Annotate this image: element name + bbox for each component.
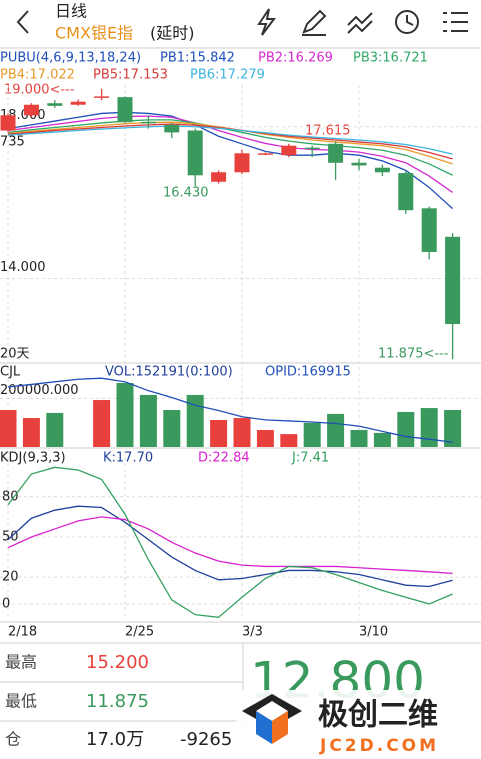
period-label: 20天 [0,347,30,362]
candle-body [398,173,414,211]
indicator-value: VOL:152191(0:100) [105,365,233,380]
volume-bar [280,434,298,447]
volume-bar [303,422,321,447]
kdj-line [7,505,453,588]
legend-entry: K:17.70 [103,451,153,466]
y-tick-label: 0 [2,596,10,611]
candle-body [374,167,390,173]
volume-bar [350,429,368,447]
legend-entry: PB5:17.153 [93,68,168,83]
ma-line [7,115,453,193]
y-tick-label: 20 [2,570,19,585]
draw-icon[interactable] [302,9,327,36]
candle-body [164,124,180,133]
clock-icon[interactable] [395,10,419,34]
legend-entry: PB4:17.022 [0,68,75,83]
volume-bar [420,408,438,447]
legend-entry: OPID:169915 [265,365,351,380]
volume-bar [116,383,134,447]
row-value: 11.875 [86,691,149,712]
candle-body [187,130,203,176]
volume-bar [256,429,274,447]
volume-bar [210,419,228,447]
candle-body [211,172,227,182]
volume-bar [397,411,415,447]
volume-bar [163,410,181,447]
row-label: 最低 [5,692,37,711]
x-tick-label: 3/10 [359,625,388,640]
x-tick-label: 2/25 [125,625,154,640]
volume-bar [186,394,204,447]
flash-icon[interactable] [257,8,276,36]
y-tick-label: 80 [2,489,19,504]
annotation: 16.430 [163,186,209,201]
candle-body [304,147,320,150]
volume-bar [444,409,462,447]
watermark-name: 极创二维 [318,698,438,733]
candle-body [351,162,367,166]
candle-body [257,153,273,155]
volume-bar [46,412,64,447]
ma-line [7,111,454,210]
ma-line [7,125,453,155]
annotation: 17.615 [305,124,351,139]
candle-body [70,101,86,105]
low-annotation: 11.875<--- [378,347,449,362]
indicator-title: PUBU(4,6,9,13,18,24) [0,51,141,66]
volume-bar [373,432,391,447]
row-value: 17.0万 [86,729,144,750]
volume-bar [93,400,111,447]
legend-entry: PB2:16.269 [258,51,333,66]
candle-body [47,103,63,106]
delay: (延时) [150,24,195,43]
candle-body [23,104,39,116]
candle-body [421,208,437,252]
candle-body [281,145,297,156]
indicator-title: CJL [0,365,21,380]
watermark-site: JC2D.COM [319,736,439,756]
menu-icon[interactable] [443,12,468,32]
row-change: -9265 [180,729,232,750]
y-tick-label: 14.000 [0,260,46,275]
legend-entry: J:7.41 [291,451,329,466]
volume-bar [22,418,40,447]
candle-body [445,236,461,325]
candle-body [328,143,344,163]
price-label: 735 [0,135,25,150]
kdj-line [7,466,453,618]
volume-bar [0,410,17,447]
y-tick-label: 200000.000 [0,383,79,398]
volume-bar [233,418,251,447]
legend-entry: PB1:15.842 [160,51,235,66]
high-annotation: 19.000<--- [4,83,75,98]
row-value: 15.200 [86,652,149,673]
volume-bar [139,394,157,447]
period: 日线 [55,2,87,21]
x-tick-label: 2/18 [8,625,37,640]
legend-entry: PB6:17.279 [190,68,265,83]
watermark: 极创二维 JC2D.COM [236,690,481,759]
row-label: 最高 [5,653,37,672]
candle-body [0,115,16,131]
symbol: CMX银E指 [55,24,133,43]
candle-body [94,96,110,98]
volume-bar [327,413,345,447]
legend-entry: PB3:16.721 [353,51,428,66]
kdj-line [7,516,453,574]
legend-entry: D:22.84 [198,451,250,466]
back-button[interactable] [16,10,29,34]
x-tick-label: 3/3 [242,625,263,640]
oi-line [7,377,453,443]
indicator-icon[interactable] [347,12,373,34]
row-label: 仓 [5,730,21,749]
indicator-title: KDJ(9,3,3) [0,451,66,466]
candle-body [117,97,133,123]
candle-body [234,153,250,173]
candle-body [140,121,156,124]
